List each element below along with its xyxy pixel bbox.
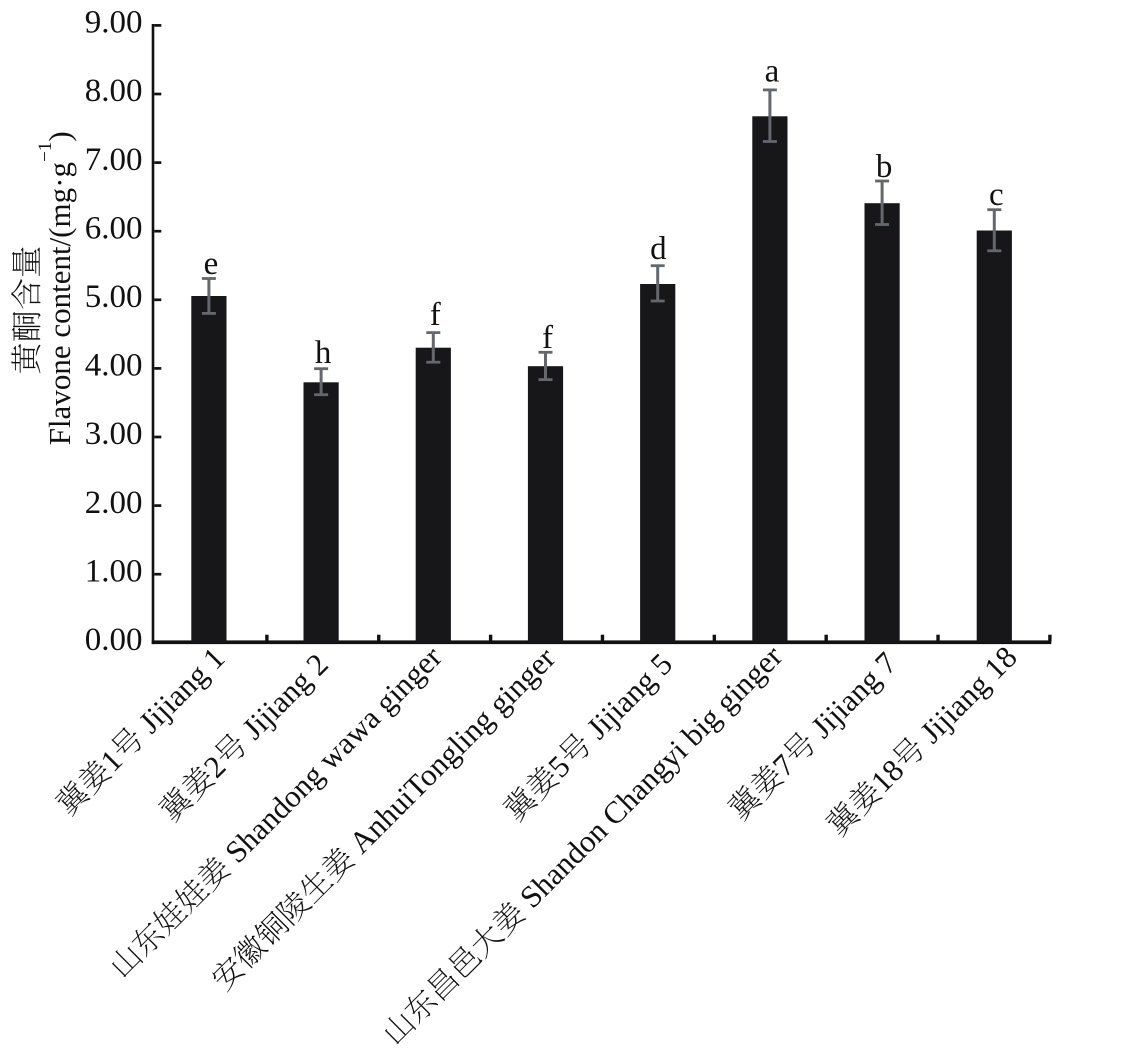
svg-text:b: b — [876, 149, 893, 185]
svg-text:1.00: 1.00 — [85, 553, 143, 589]
svg-text:f: f — [542, 320, 553, 356]
svg-text:5.00: 5.00 — [85, 279, 143, 315]
svg-text:8.00: 8.00 — [85, 73, 143, 109]
svg-text:2.00: 2.00 — [85, 485, 143, 521]
svg-text:c: c — [989, 177, 1004, 213]
svg-text:f: f — [430, 297, 441, 333]
svg-text:9.00: 9.00 — [85, 5, 143, 41]
svg-text:e: e — [204, 246, 219, 282]
svg-text:4.00: 4.00 — [85, 348, 143, 384]
svg-text:d: d — [650, 231, 667, 267]
svg-text:a: a — [765, 54, 780, 90]
svg-text:h: h — [315, 335, 332, 371]
svg-text:0.00: 0.00 — [85, 622, 143, 658]
svg-text:3.00: 3.00 — [85, 416, 143, 452]
svg-text:Flavone content/(mg·g−1): Flavone content/(mg·g−1) — [35, 131, 77, 445]
svg-text:6.00: 6.00 — [85, 210, 143, 246]
svg-text:7.00: 7.00 — [85, 142, 143, 178]
